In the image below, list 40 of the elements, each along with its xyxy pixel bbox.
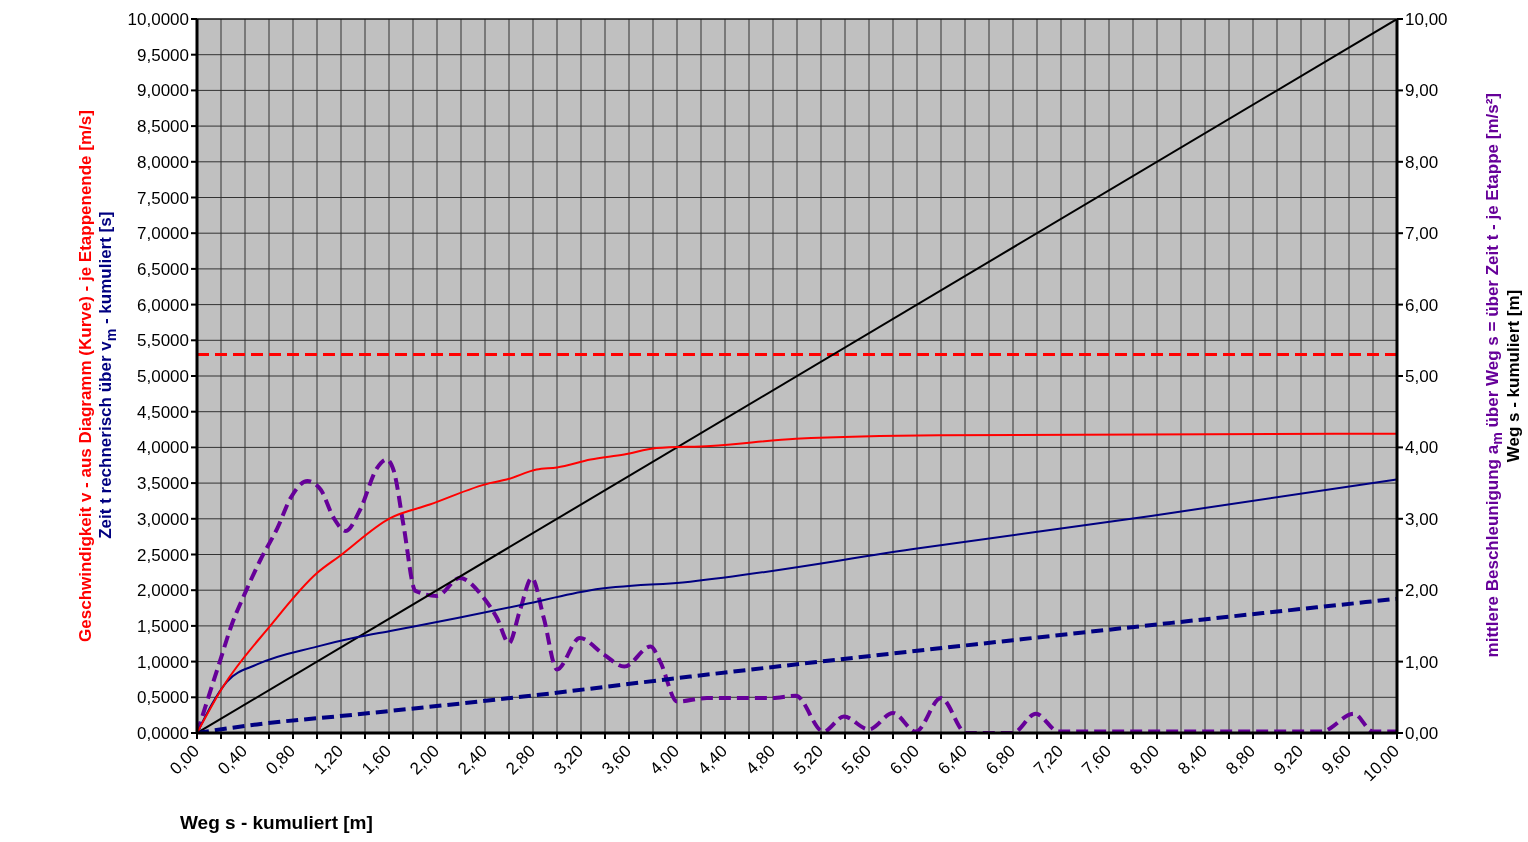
y-tick-label: 6,5000 xyxy=(137,259,189,279)
y-axis-title: Geschwindigkeit v - aus Diagramm (Kurve) - je Etappenende [m/s] xyxy=(76,109,96,642)
y-tick-label: 6,0000 xyxy=(137,295,189,315)
y-tick-label: 5,0000 xyxy=(137,367,189,387)
y-tick-label: 1,0000 xyxy=(137,652,189,672)
y2-tick-label: 2,00 xyxy=(1405,581,1439,601)
y-tick-label: 2,5000 xyxy=(137,545,189,565)
x-tick-label: 4,40 xyxy=(694,741,731,779)
y2-tick-label: 1,00 xyxy=(1405,652,1439,672)
y-tick-label: 0,0000 xyxy=(137,724,189,744)
y-tick-label: 1,5000 xyxy=(137,616,189,636)
y-tick-label: 3,5000 xyxy=(137,474,189,494)
y2-tick-label: 4,00 xyxy=(1405,438,1439,458)
y2-tick-label: 3,00 xyxy=(1405,509,1439,529)
y-tick-label: 7,0000 xyxy=(137,224,189,244)
y2-tick-label: 8,00 xyxy=(1405,152,1439,172)
y-tick-label: 9,0000 xyxy=(137,81,189,101)
x-tick-label: 4,80 xyxy=(742,741,779,779)
y-tick-label: 4,0000 xyxy=(137,438,189,458)
y-tick-label: 8,0000 xyxy=(137,152,189,172)
y-tick-label: 8,5000 xyxy=(137,117,189,137)
y2-tick-label: 7,00 xyxy=(1405,224,1439,244)
x-axis-title: Weg s - kumuliert [m] xyxy=(180,812,373,834)
y2-tick-label: 6,00 xyxy=(1405,295,1439,315)
x-tick-label: 7,20 xyxy=(1030,741,1067,779)
y-tick-label: 9,5000 xyxy=(137,45,189,65)
y-tick-label: 2,0000 xyxy=(137,581,189,601)
y-tick-label: 10,0000 xyxy=(127,10,189,30)
text: Weg s - kumuliert [m] xyxy=(1504,289,1524,462)
x-tick-label: 7,60 xyxy=(1078,741,1115,779)
y2-tick-label: 10,00 xyxy=(1405,10,1448,30)
x-tick-label: 4,00 xyxy=(646,741,683,779)
y2-tick-label: 5,00 xyxy=(1405,367,1439,387)
y-tick-label: 4,5000 xyxy=(137,402,189,422)
y-tick-label: 3,0000 xyxy=(137,509,189,529)
y-tick-label: 5,5000 xyxy=(137,331,189,351)
y-tick-label: 0,5000 xyxy=(137,688,189,708)
y2-tick-label: 0,00 xyxy=(1405,724,1439,744)
y2-tick-label: 9,00 xyxy=(1405,81,1439,101)
y-tick-label: 7,5000 xyxy=(137,188,189,208)
